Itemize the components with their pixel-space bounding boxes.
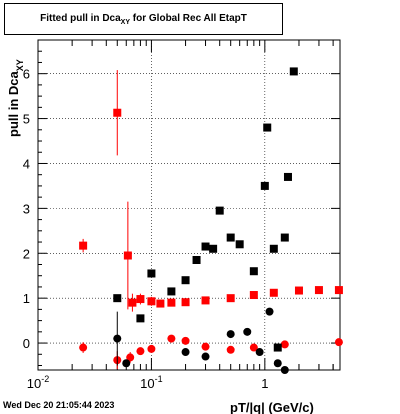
data-point-circle — [181, 348, 190, 357]
data-point-square — [201, 296, 210, 305]
data-point-circle — [226, 345, 235, 354]
data-point-square — [128, 298, 137, 307]
plot-frame — [37, 39, 341, 371]
data-point-square — [147, 297, 156, 306]
data-point-square — [136, 295, 145, 304]
data-point-square — [226, 294, 235, 303]
data-point-square — [334, 286, 343, 295]
title-box: Fitted pull in DcaXY for Global Rec All … — [4, 3, 283, 35]
data-point-circle — [147, 344, 156, 353]
data-point-square — [249, 267, 258, 276]
x-tick-label-base: 10 — [140, 376, 154, 391]
y-tick-label: 2 — [23, 246, 30, 261]
y-tick-label: 4 — [23, 156, 30, 171]
x-tick-label: 10-2 — [27, 374, 49, 391]
data-point-square — [113, 108, 122, 117]
y-tick-label: 0 — [23, 336, 30, 351]
data-point-square — [314, 286, 323, 295]
data-point-square — [147, 269, 156, 278]
data-point-square — [167, 298, 176, 307]
data-point-circle — [201, 342, 210, 351]
x-tick-label: 10-1 — [140, 374, 162, 391]
data-point-square — [215, 206, 224, 215]
x-tick-label-base: 10 — [27, 376, 41, 391]
data-point-square — [201, 242, 210, 251]
data-point-square — [269, 288, 278, 297]
data-point-circle — [249, 343, 258, 352]
data-marks — [79, 67, 343, 374]
data-point-circle — [167, 334, 176, 343]
data-point-circle — [273, 359, 282, 368]
timestamp-footer: Wed Dec 20 21:05:44 2023 — [3, 400, 115, 410]
data-point-circle — [113, 334, 122, 343]
data-point-square — [235, 240, 244, 249]
data-point-circle — [334, 338, 343, 347]
data-point-circle — [136, 347, 145, 356]
data-point-square — [79, 241, 88, 250]
data-point-square — [167, 287, 176, 296]
data-point-square — [123, 251, 132, 260]
data-point-square — [260, 181, 269, 190]
x-tick-label: 1 — [261, 376, 268, 391]
title-main: Fitted pull in Dca — [40, 13, 121, 24]
data-point-square — [283, 172, 292, 181]
data-point-circle — [79, 343, 88, 352]
data-point-square — [226, 233, 235, 242]
y-tick-label: 6 — [23, 67, 30, 82]
data-point-circle — [255, 348, 264, 357]
data-point-circle — [243, 327, 252, 336]
data-point-square — [269, 244, 278, 253]
data-point-square — [280, 233, 289, 242]
data-point-circle — [122, 359, 131, 368]
data-point-square — [113, 294, 122, 303]
svg-text:pull in DcaXY: pull in DcaXY — [6, 59, 25, 137]
title-tail: for Global Rec All EtapT — [132, 13, 247, 24]
data-point-circle — [280, 340, 289, 349]
chart-title: Fitted pull in DcaXY for Global Rec All … — [5, 13, 282, 26]
data-point-circle — [226, 330, 235, 339]
data-point-circle — [265, 307, 274, 316]
data-point-square — [181, 276, 190, 285]
x-tick-label-exponent: -2 — [41, 374, 49, 384]
data-point-square — [263, 123, 272, 132]
data-point-circle — [201, 352, 210, 361]
x-tick-label-exponent: -1 — [155, 374, 163, 384]
y-tick-label: 3 — [23, 201, 30, 216]
grid — [37, 40, 340, 370]
data-point-circle — [280, 366, 289, 374]
data-point-square — [136, 314, 145, 323]
data-point-circle — [126, 353, 135, 362]
data-point-square — [289, 67, 298, 76]
y-axis-label-sub: XY — [15, 59, 25, 71]
x-axis-label: pT/|q| (GeV/c) — [230, 400, 314, 414]
data-point-square — [156, 299, 165, 308]
data-point-square — [294, 286, 303, 295]
y-axis-label: pull in DcaXY — [6, 59, 25, 137]
y-tick-label: 1 — [23, 291, 30, 306]
y-tick-label: 5 — [23, 112, 30, 127]
data-point-square — [209, 244, 218, 253]
data-point-square — [249, 291, 258, 300]
data-point-square — [192, 256, 201, 264]
y-axis-label-main: pull in Dca — [6, 71, 21, 138]
data-point-square — [273, 343, 282, 352]
title-sub: XY — [120, 19, 131, 26]
data-point-square — [181, 298, 190, 307]
data-point-circle — [181, 336, 190, 345]
